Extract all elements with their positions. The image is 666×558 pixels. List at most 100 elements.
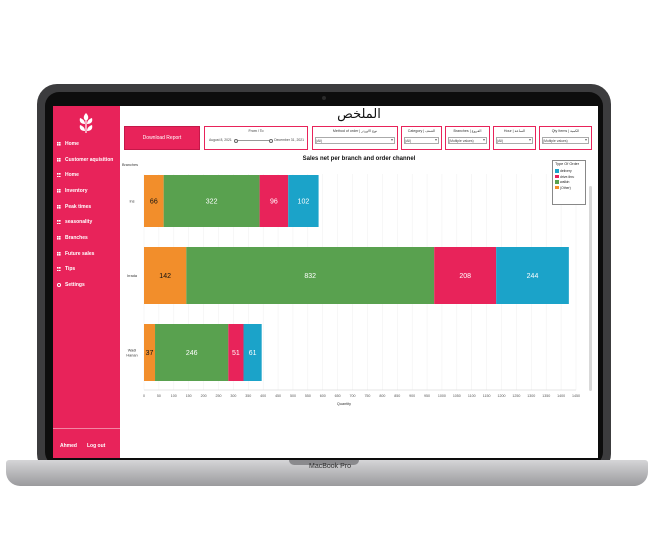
data-label: 832 xyxy=(304,273,316,280)
sidebar-item-future-sales[interactable]: Future sales xyxy=(53,246,120,262)
filter-value: (All) xyxy=(316,139,323,143)
filter-dropdown-2[interactable]: Category | الصنف (All) xyxy=(401,126,442,150)
filter-label: Branches | الفروع xyxy=(453,129,482,133)
grid-icon xyxy=(57,235,61,240)
grid-icon xyxy=(57,157,61,162)
data-label: 96 xyxy=(270,199,278,206)
chart-legend: Type Of Order delivery drive-thru walkin (O… xyxy=(552,160,586,205)
sidebar-item-label: Branches xyxy=(65,234,88,241)
x-tick-label: 700 xyxy=(350,394,356,398)
chart-scrollbar[interactable] xyxy=(589,186,592,391)
category-label: Irrada xyxy=(127,274,138,278)
sidebar-item-seasonality[interactable]: seasonality xyxy=(53,214,120,230)
legend-item[interactable]: walkin xyxy=(555,180,569,184)
legend-swatch xyxy=(555,185,559,190)
filter-dropdown-3[interactable]: Branches | الفروع (Multiple values) xyxy=(445,126,490,150)
filter-select-box[interactable] xyxy=(542,137,589,144)
sidebar-item-home[interactable]: Home xyxy=(53,167,120,183)
bar-segment xyxy=(496,247,569,304)
sidebar-item-label: Settings xyxy=(65,282,85,289)
filter-dropdown-1[interactable]: Method of order | نوع الاوردر (All) xyxy=(312,126,398,150)
x-tick-label: 800 xyxy=(379,394,385,398)
legend-label: drive-thru xyxy=(560,174,575,179)
x-tick-label: 150 xyxy=(186,394,192,398)
legend-item[interactable]: delivery xyxy=(555,169,572,173)
grid-icon xyxy=(57,251,61,256)
sidebar-item-tips[interactable]: Tips xyxy=(53,262,120,278)
x-tick-label: 650 xyxy=(335,394,341,398)
legend-item[interactable]: (Other) xyxy=(555,186,571,190)
x-tick-label: 50 xyxy=(157,394,161,398)
bar-segment xyxy=(163,175,260,227)
chevron-down-icon xyxy=(585,139,587,141)
download-report-button[interactable]: Download Report xyxy=(124,126,200,150)
sidebar-item-home[interactable]: Home xyxy=(53,136,120,152)
legend-swatch xyxy=(555,169,559,173)
x-tick-label: 200 xyxy=(201,394,207,398)
chevron-down-icon xyxy=(391,139,393,141)
sidebar-item-peak-times[interactable]: Peak times xyxy=(53,199,120,215)
filter-label: Method of order | نوع الاوردر xyxy=(332,129,378,133)
sidebar-item-label: Inventory xyxy=(65,187,88,194)
x-tick-label: 1250 xyxy=(512,394,520,398)
filter-dropdown-5[interactable]: Qty Items | الكمية (Multiple values) xyxy=(539,126,592,150)
x-tick-label: 1350 xyxy=(542,394,550,398)
filter-label: Category | الصنف xyxy=(407,129,436,133)
bar-segment xyxy=(155,324,229,381)
filter-value: (Multiple values) xyxy=(449,139,474,143)
filter-select-box[interactable] xyxy=(448,137,487,144)
grid-icon xyxy=(57,204,61,209)
filter-label: Qty Items | الكمية xyxy=(551,129,580,133)
brand-logo-icon xyxy=(79,113,93,133)
sidebar-item-branches[interactable]: Branches xyxy=(53,230,120,246)
x-tick-label: 1050 xyxy=(453,394,461,398)
category-label: Hanan xyxy=(126,354,137,358)
date-range-start-handle[interactable] xyxy=(234,138,238,143)
filter-select-box[interactable] xyxy=(496,137,533,144)
filter-select-box[interactable] xyxy=(404,137,439,144)
filter-dropdown-4[interactable]: Hour | الساعة (All) xyxy=(493,126,536,150)
x-tick-label: 600 xyxy=(320,394,326,398)
data-label: 102 xyxy=(298,199,310,206)
bar-segment xyxy=(144,324,156,381)
date-range-filter[interactable]: From / To August 8, 2021 December 31, 20… xyxy=(204,126,308,150)
data-label: 61 xyxy=(249,350,257,357)
sidebar-item-label: seasonality xyxy=(65,219,93,226)
filter-value: (Multiple values) xyxy=(543,139,568,143)
category-label: Ins xyxy=(129,200,134,204)
legend-swatch xyxy=(555,180,559,184)
sidebar-item-inventory[interactable]: Inventory xyxy=(53,183,120,199)
filter-select-box[interactable] xyxy=(315,137,395,144)
sidebar-item-label: Tips xyxy=(65,266,76,273)
legend-label: delivery xyxy=(560,169,572,173)
grid-icon xyxy=(57,141,61,146)
bar-segment xyxy=(259,175,289,227)
x-tick-label: 750 xyxy=(364,394,370,398)
sidebar-item-settings[interactable]: Settings xyxy=(53,277,120,293)
sidebar-item-label: Customer aquisition xyxy=(65,156,114,163)
x-tick-label: 1100 xyxy=(468,394,476,398)
legend-swatch xyxy=(555,174,559,179)
logout-link[interactable]: Log out xyxy=(87,443,106,449)
x-tick-label: 300 xyxy=(230,394,236,398)
legend-label: walkin xyxy=(560,180,570,184)
laptop-notch xyxy=(289,460,359,465)
date-range-end-handle[interactable] xyxy=(269,138,273,143)
x-tick-label: 350 xyxy=(245,394,251,398)
data-label: 51 xyxy=(232,350,240,357)
grid-icon xyxy=(57,267,61,272)
x-tick-label: 1150 xyxy=(483,394,491,398)
filter-value: (All) xyxy=(405,139,412,143)
bar-segment xyxy=(228,324,244,381)
x-tick-label: 1450 xyxy=(572,394,580,398)
x-tick-label: 850 xyxy=(394,394,400,398)
grid-icon xyxy=(57,188,61,193)
sidebar: Home Customer aquisition Home Inventory Peak… xyxy=(53,106,120,458)
legend-item[interactable]: drive-thru xyxy=(555,175,574,179)
data-label: 322 xyxy=(206,199,218,206)
sidebar-item-customer-aquisition[interactable]: Customer aquisition xyxy=(53,152,120,168)
x-axis-label: Quantity xyxy=(337,402,351,406)
data-label: 246 xyxy=(186,350,198,357)
sidebar-item-label: Future sales xyxy=(65,250,95,257)
page-title: الملخص xyxy=(337,107,381,122)
